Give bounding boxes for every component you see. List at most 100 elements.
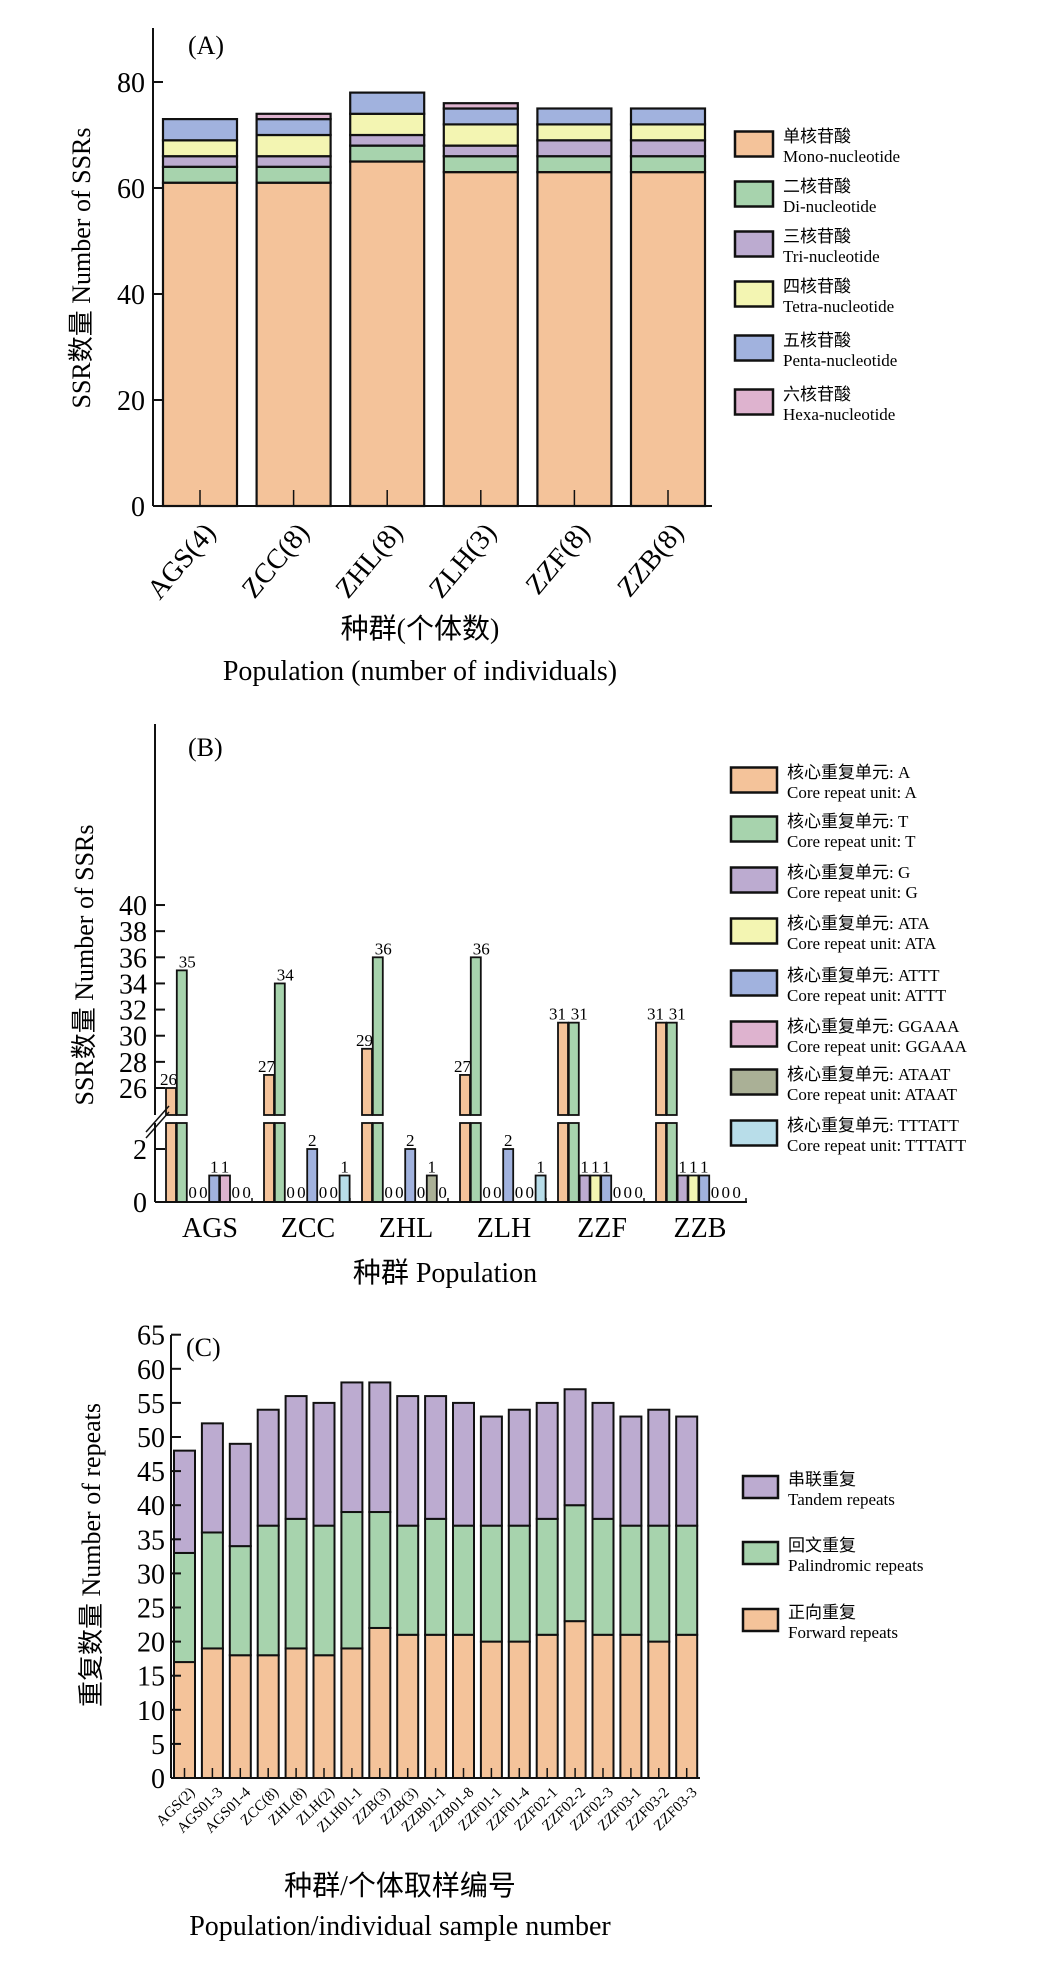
x-tick-label: ZZB	[674, 1213, 727, 1244]
bar-segment-purple	[284, 1395, 308, 1520]
y-tick-label: 32	[119, 996, 147, 1027]
bar-orange	[459, 1074, 471, 1116]
chart-a-legend-label: 三核苷酸	[783, 227, 851, 246]
chart-b-legend-label-en: Core repeat unit: ATAAT	[787, 1085, 958, 1104]
bar-green	[273, 982, 286, 1116]
bar-blue	[502, 1148, 515, 1203]
data-label: 0	[493, 1183, 502, 1202]
data-label: 2	[308, 1131, 317, 1150]
data-label: 1	[428, 1158, 437, 1177]
chart-b-legend-label: 核心重复单元: ATA	[787, 914, 930, 933]
y-tick-label: 45	[137, 1457, 165, 1488]
bar-segment-green	[396, 1524, 420, 1636]
bar-green	[469, 1122, 482, 1203]
bar-blue	[306, 1148, 319, 1203]
bar-green	[665, 1021, 678, 1116]
bar-purple	[676, 1174, 689, 1203]
data-label: 0	[515, 1183, 524, 1202]
bar-segment-orange	[536, 171, 613, 508]
y-tick-label: 60	[137, 1355, 165, 1386]
bar-green	[175, 969, 188, 1116]
y-tick-label: 40	[137, 1491, 165, 1522]
data-label: 0	[297, 1183, 306, 1202]
bar-segment-orange	[340, 1647, 364, 1780]
bar-blue	[698, 1174, 711, 1203]
chart-b-legend-label-en: Core repeat unit: GGAAA	[787, 1037, 968, 1056]
x-tick-label: AGS(4)	[141, 518, 222, 606]
bar-yellow	[589, 1174, 602, 1203]
y-tick-label: 10	[137, 1696, 165, 1727]
bar-segment-blue	[536, 107, 613, 126]
y-tick-label: 20	[117, 386, 145, 417]
bar-segment-orange	[228, 1654, 252, 1779]
chart-a-legend-label: 五核苷酸	[783, 331, 851, 350]
bar-segment-green	[200, 1531, 224, 1650]
bar-orange	[361, 1122, 373, 1203]
bar-segment-green	[349, 144, 426, 163]
bar-segment-blue	[349, 91, 426, 115]
bar-segment-purple	[312, 1401, 336, 1527]
y-tick-label: 40	[119, 891, 147, 922]
chart-c-legend-swatch-purple	[741, 1474, 780, 1500]
bar-segment-yellow	[161, 139, 239, 158]
bar-segment-orange	[647, 1640, 671, 1779]
bar-segment-orange	[368, 1626, 392, 1779]
chart-b-legend-swatch-green	[729, 815, 779, 843]
data-label: 1	[340, 1158, 349, 1177]
bar-segment-green	[161, 165, 239, 184]
bar-segment-purple	[228, 1442, 252, 1548]
chart-b-legend-swatch-olive	[729, 1068, 779, 1096]
chart-a-xlabel: 种群(个体数)	[341, 613, 500, 645]
chart-a-legend-swatch-blue	[733, 334, 775, 362]
bar-segment-green	[563, 1504, 587, 1623]
data-label: 1	[536, 1158, 545, 1177]
axis-break-mark	[145, 1111, 170, 1139]
bar-segment-purple	[396, 1395, 420, 1527]
y-tick-label: 35	[137, 1525, 165, 1556]
chart-a-legend-label-en: Tri-nucleotide	[783, 247, 880, 266]
x-tick-label: ZZB(8)	[611, 518, 690, 603]
bar-orange	[361, 1047, 373, 1116]
chart-c-xlabel-en: Population/individual sample number	[189, 1911, 611, 1942]
y-tick-label: 30	[119, 1022, 147, 1053]
chart-b-panel-label: (B)	[188, 733, 223, 762]
bar-pink	[219, 1174, 231, 1203]
x-tick-label: ZCC(8)	[236, 518, 316, 605]
chart-a-legend-swatch-yellow	[733, 280, 775, 308]
chart-b-legend-label: 核心重复单元: ATTT	[787, 966, 940, 985]
bar-segment-purple	[563, 1388, 587, 1507]
bar-segment-yellow	[255, 133, 332, 158]
bar-segment-blue	[442, 107, 519, 126]
chart-c-legend-label: 回文重复	[788, 1536, 856, 1555]
bar-segment-orange	[479, 1640, 503, 1779]
chart-c-legend-swatch-orange	[741, 1607, 780, 1633]
bar-segment-orange	[675, 1633, 699, 1780]
data-label: 1	[580, 1158, 589, 1177]
data-label: 1	[678, 1158, 687, 1177]
chart-c-legend-label-en: Tandem repeats	[788, 1490, 895, 1509]
bar-segment-orange	[284, 1647, 308, 1780]
y-tick-label: 0	[131, 492, 145, 523]
x-tick-label: ZLH	[477, 1213, 531, 1244]
chart-b-xlabel: 种群 Population	[353, 1257, 537, 1289]
chart-c-legend-label: 正向重复	[788, 1603, 856, 1622]
bar-segment-orange	[452, 1633, 475, 1780]
bar-segment-purple	[479, 1415, 503, 1527]
data-label: 1	[689, 1158, 698, 1177]
chart-a-panel-label: (A)	[188, 31, 224, 60]
data-label: 36	[473, 939, 490, 958]
bar-segment-green	[452, 1524, 475, 1636]
data-label: 0	[286, 1183, 295, 1202]
chart-a-ylabel: SSR数量 Number of SSRs	[67, 128, 96, 409]
data-label: 27	[454, 1057, 472, 1076]
bar-lightblue	[338, 1174, 351, 1203]
bar-segment-purple	[368, 1381, 392, 1514]
y-tick-label: 38	[119, 917, 147, 948]
chart-a-legend-label-en: Penta-nucleotide	[783, 351, 897, 370]
y-tick-label: 80	[117, 68, 145, 99]
bar-olive	[425, 1174, 438, 1203]
data-label: 36	[375, 939, 392, 958]
data-label: 0	[722, 1183, 731, 1202]
x-tick-label: ZZF	[577, 1213, 627, 1244]
y-tick-label: 28	[119, 1048, 147, 1079]
